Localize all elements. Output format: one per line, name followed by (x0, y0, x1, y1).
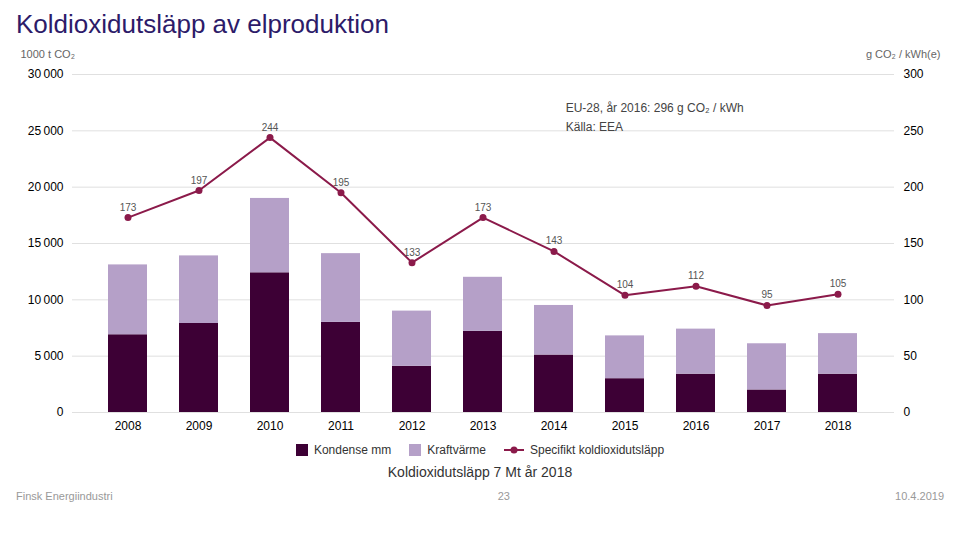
svg-text:133: 133 (404, 247, 421, 258)
svg-text:50: 50 (904, 349, 918, 363)
svg-text:20 000: 20 000 (28, 180, 64, 194)
svg-text:2014: 2014 (541, 419, 568, 433)
svg-text:2012: 2012 (399, 419, 426, 433)
svg-text:2009: 2009 (186, 419, 213, 433)
svg-text:150: 150 (904, 236, 924, 250)
svg-text:173: 173 (475, 202, 492, 213)
svg-text:5 000: 5 000 (34, 349, 63, 363)
svg-text:95: 95 (761, 289, 773, 300)
svg-text:244: 244 (262, 122, 279, 133)
svg-text:2016: 2016 (683, 419, 710, 433)
html-text:23: 23 (497, 490, 510, 502)
svg-text:104: 104 (617, 279, 634, 290)
svg-text:2013: 2013 (470, 419, 497, 433)
svg-text:15 000: 15 000 (28, 236, 64, 250)
svg-text:100: 100 (904, 293, 924, 307)
svg-text:2018: 2018 (825, 419, 852, 433)
svg-text:195: 195 (333, 177, 350, 188)
svg-text:2011: 2011 (328, 419, 354, 433)
svg-text:200: 200 (904, 180, 924, 194)
svg-text:10 000: 10 000 (28, 293, 64, 307)
svg-text:EU-28, år 2016: 296 g CO₂ / kW: EU-28, år 2016: 296 g CO₂ / kWhKälla: EE… (566, 101, 744, 134)
svg-text:173: 173 (120, 202, 137, 213)
svg-text:105: 105 (830, 278, 847, 289)
svg-text:2015: 2015 (612, 419, 639, 433)
svg-text:2017: 2017 (754, 419, 781, 433)
svg-text:197: 197 (191, 175, 208, 186)
html-text:Finsk Energiindustri: Finsk Energiindustri (16, 490, 113, 502)
svg-text:112: 112 (688, 270, 704, 281)
html-text:Koldioxidutsläpp 7 Mt år 2018: Koldioxidutsläpp 7 Mt år 2018 (387, 464, 573, 480)
svg-text:2010: 2010 (257, 419, 284, 433)
svg-text:25 000: 25 000 (28, 124, 64, 138)
html-text:Kraftvärme: Kraftvärme (427, 443, 486, 457)
svg-text:0: 0 (904, 405, 911, 419)
svg-text:143: 143 (546, 235, 563, 246)
html-text:Specifikt koldioxidutsläpp: Specifikt koldioxidutsläpp (530, 443, 665, 457)
svg-text:1000 t CO₂: 1000 t CO₂ (21, 48, 75, 60)
svg-text:0: 0 (57, 405, 64, 419)
html-text:10.4.2019: 10.4.2019 (895, 490, 944, 502)
svg-text:g CO₂ / kWh(e): g CO₂ / kWh(e) (866, 48, 941, 60)
html-text:Kondense mm: Kondense mm (313, 443, 392, 457)
svg-text:300: 300 (904, 67, 924, 81)
html-text:Koldioxidutsläpp av elprodukti: Koldioxidutsläpp av elproduktion (16, 9, 389, 39)
svg-text:2008: 2008 (115, 419, 142, 433)
svg-text:250: 250 (904, 124, 924, 138)
svg-text:30 000: 30 000 (28, 67, 64, 81)
